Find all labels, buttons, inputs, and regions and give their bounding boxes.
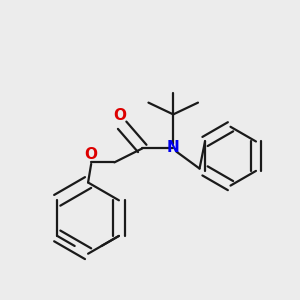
Text: O: O xyxy=(113,108,126,123)
Text: O: O xyxy=(85,147,98,162)
Text: N: N xyxy=(167,140,180,155)
